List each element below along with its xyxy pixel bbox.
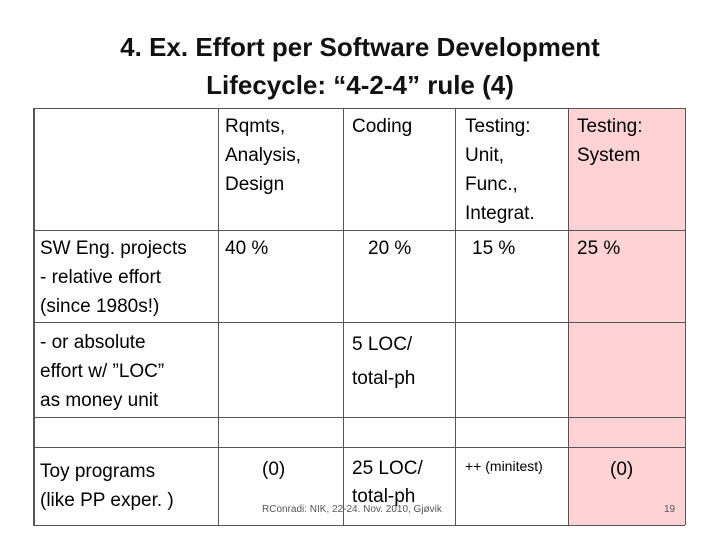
cell: 5 LOC/ total-ph xyxy=(352,334,416,389)
row-label: SW Eng. projects - relative effort (sinc… xyxy=(40,238,187,317)
page-number: 19 xyxy=(664,504,676,515)
cell: 25 % xyxy=(577,238,621,259)
cell: ++ (minitest) xyxy=(465,458,543,474)
cell: (0) xyxy=(610,459,634,480)
col-line xyxy=(218,108,219,525)
footer-source: RConradi: NIK, 22-24. Nov. 2010, Gjøvik xyxy=(262,504,442,515)
cell: 40 % xyxy=(225,238,269,259)
header-cell: Rqmts, Analysis, Design xyxy=(225,116,302,195)
cell: (0) xyxy=(262,459,286,480)
cell: 20 % xyxy=(368,238,412,259)
row-line xyxy=(33,230,685,231)
col-line xyxy=(33,108,35,525)
header-cell: Testing: Unit, Func., Integrat. xyxy=(465,116,535,224)
highlight-column xyxy=(568,108,685,525)
col-line xyxy=(685,108,686,525)
row-label: - or absolute effort w/ ”LOC” as money u… xyxy=(40,332,165,411)
cell: 25 LOC/ total-ph xyxy=(352,458,423,507)
col-line xyxy=(343,108,344,525)
row-line xyxy=(33,322,685,323)
col-line xyxy=(455,108,456,525)
header-cell: Testing: System xyxy=(577,116,643,166)
col-line xyxy=(568,108,569,525)
row-line xyxy=(33,108,685,109)
row-line xyxy=(33,525,685,526)
header-cell: Coding xyxy=(352,116,413,137)
cell: 15 % xyxy=(472,238,516,259)
row-line xyxy=(33,417,685,418)
title-line: Lifecycle: “4-2-4” rule (4) xyxy=(206,70,514,100)
row-label: Toy programs (like PP exper. ) xyxy=(40,461,174,511)
row-line xyxy=(33,447,685,448)
title-line: 4. Ex. Effort per Software Development xyxy=(120,32,600,62)
